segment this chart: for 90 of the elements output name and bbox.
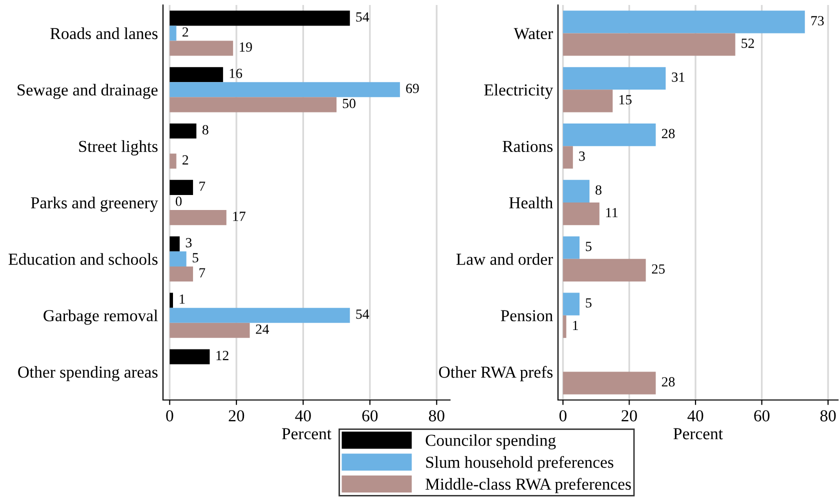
data-label: 73: [811, 16, 824, 26]
bar: [562, 372, 656, 394]
bar: [170, 26, 176, 41]
y-tick-label: Water: [514, 28, 553, 40]
data-label: 8: [202, 125, 208, 134]
bar: [562, 180, 590, 202]
bar: [562, 90, 613, 112]
data-label: 1: [180, 294, 185, 304]
data-label: 15: [619, 95, 632, 104]
bar: [562, 258, 646, 282]
bar: [562, 67, 666, 90]
x-tick-label: 40: [295, 410, 311, 422]
bar: [562, 124, 656, 146]
x-tick-label: 0: [166, 410, 174, 422]
data-label: 3: [579, 152, 585, 161]
data-label: 0: [176, 196, 182, 206]
data-label: 54: [356, 12, 370, 22]
data-label: 7: [200, 182, 206, 191]
data-label: 28: [662, 377, 675, 387]
x-tick-label: 60: [362, 410, 378, 422]
y-tick-label: Other RWA prefs: [439, 366, 553, 382]
bar: [170, 251, 186, 266]
data-label: 5: [586, 242, 592, 252]
bar: [562, 202, 600, 226]
data-label: 28: [662, 128, 675, 138]
bar: [170, 40, 234, 56]
data-label: 17: [233, 212, 246, 221]
x-axis-title: Percent: [282, 428, 332, 440]
y-tick-label: Street lights: [79, 140, 158, 156]
y-tick-label: Electricity: [484, 84, 554, 100]
data-label: 54: [356, 310, 370, 319]
bar: [170, 308, 350, 323]
bar: [170, 266, 194, 282]
y-tick-label: Other spending areas: [18, 366, 158, 382]
y-tick-label: Education and schools: [8, 253, 158, 265]
bar: [170, 67, 224, 82]
bar: [170, 10, 350, 26]
legend-label: Middle-class RWA preferences: [426, 478, 631, 494]
bar: [562, 236, 580, 259]
y-tick-label: Pension: [500, 310, 553, 322]
bar: [170, 180, 194, 195]
x-tick-label: 80: [820, 410, 836, 422]
y-tick-label: Roads and lanes: [50, 27, 158, 40]
x-tick-label: 40: [688, 410, 704, 422]
y-tick-label: Rations: [502, 140, 553, 152]
data-label: 52: [742, 38, 754, 48]
data-label: 11: [606, 208, 618, 218]
y-tick-label: Sewage and drainage: [18, 84, 158, 100]
data-label: 2: [182, 155, 188, 164]
legend-label: Councilor spending: [426, 434, 556, 450]
bar: [562, 10, 805, 34]
data-label: 5: [586, 298, 592, 308]
data-label: 69: [406, 84, 419, 94]
data-label: 8: [596, 185, 602, 195]
data-label: 19: [240, 42, 252, 52]
data-label: 2: [182, 27, 188, 37]
bar: [170, 236, 180, 252]
data-label: 1: [573, 320, 578, 330]
data-label: 3: [186, 238, 192, 248]
bar: [170, 292, 174, 308]
bar: [170, 82, 400, 98]
bar: [170, 322, 250, 338]
y-tick-label: Law and order: [456, 253, 553, 265]
bar: [562, 315, 566, 338]
y-tick-label: Parks and greenery: [30, 196, 158, 212]
bar: [170, 210, 226, 226]
bar: [170, 154, 176, 169]
bar: [170, 349, 210, 364]
data-label: 31: [672, 72, 684, 82]
data-label: 24: [256, 324, 269, 334]
bar: [562, 146, 573, 169]
y-tick-label: Health: [509, 196, 553, 208]
data-label: 5: [192, 253, 198, 262]
x-axis-title: Percent: [673, 428, 723, 440]
x-tick-label: 20: [622, 410, 637, 422]
x-tick-label: 80: [428, 410, 444, 422]
x-tick-label: 0: [559, 410, 566, 422]
bar: [170, 124, 196, 139]
legend-label: Slum household preferences: [426, 456, 614, 472]
x-tick-label: 20: [228, 410, 244, 422]
bar: [562, 292, 580, 316]
bar: [562, 33, 736, 56]
bar: [170, 97, 337, 112]
data-label: 25: [652, 264, 665, 274]
data-label: 16: [230, 68, 242, 78]
y-tick-label: Garbage removal: [44, 310, 158, 325]
data-label: 12: [216, 350, 228, 360]
data-label: 50: [342, 98, 356, 108]
data-label: 7: [200, 268, 206, 278]
x-tick-label: 60: [754, 410, 770, 422]
